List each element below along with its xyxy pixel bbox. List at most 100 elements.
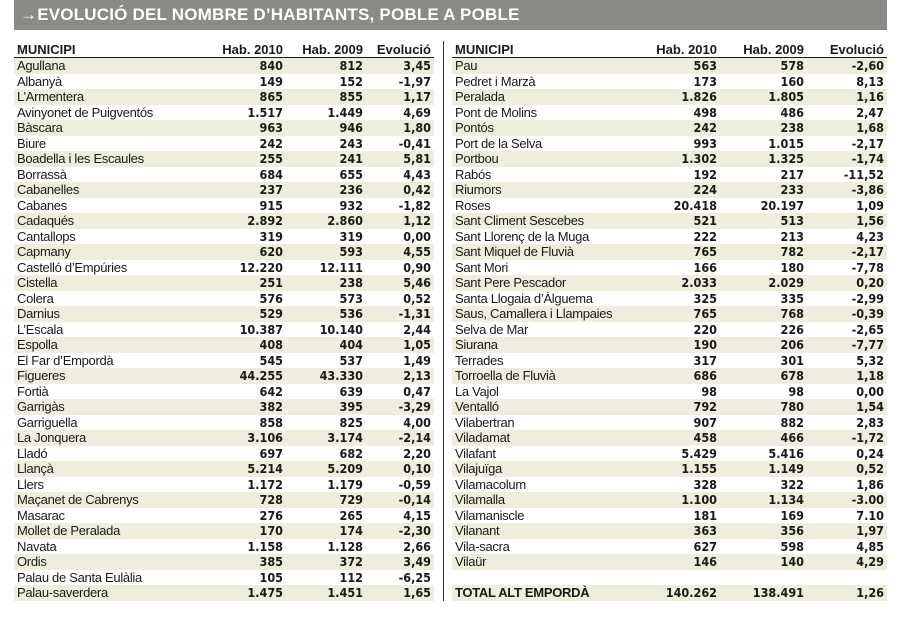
cell-municipi: Saus, Camallera i Llampaies	[452, 306, 642, 322]
cell-evolucio: 0,47	[403, 383, 431, 399]
table-row: Lladó 697 682 2,20	[14, 446, 434, 462]
cell-hab2009: 678	[720, 368, 807, 384]
cell-evolucio: 1,97	[807, 523, 887, 539]
cell-hab2009: 174	[286, 523, 366, 539]
table-row: Pau 563 578 -2,60	[452, 57, 887, 74]
cell-municipi: Castelló d’Empúries	[17, 259, 127, 275]
cell-hab2009: 160	[780, 73, 804, 89]
total-label: TOTAL ALT EMPORDÀ	[452, 585, 642, 601]
cell-hab2010: 1.826	[642, 89, 720, 105]
cell-hab2009: 932	[339, 197, 363, 213]
cell-hab2010: 328	[693, 476, 717, 492]
cell-hab2010: 325	[693, 290, 717, 306]
cell-hab2010: 149	[259, 73, 283, 89]
cell-hab2009: 486	[780, 104, 804, 120]
table-row: Cantallops 319 319 0,00	[14, 229, 434, 245]
cell-municipi: Llers	[17, 476, 44, 492]
cell-municipi: Cantallops	[17, 228, 76, 244]
cell-municipi: Port de la Selva	[455, 135, 542, 151]
cell-hab2010: 255	[210, 151, 286, 167]
table-row: Peralada 1.826 1.805 1,16	[452, 89, 887, 105]
cell-hab2009: 536	[286, 306, 366, 322]
cell-hab2009: 782	[720, 244, 807, 260]
cell-hab2010: 181	[693, 507, 717, 523]
cell-municipi: Ordis	[14, 554, 210, 570]
page-title: →EVOLUCIÓ DEL NOMBRE D’HABITANTS, POBLE …	[20, 5, 520, 24]
cell-hab2009: 1.325	[720, 151, 807, 167]
cell-hab2009: 513	[720, 213, 807, 229]
cell-hab2009: 43.330	[286, 368, 366, 384]
table-row: Agullana 840 812 3,45	[14, 57, 434, 74]
cell-hab2010: 642	[259, 383, 283, 399]
table-row: Sant Miquel de Fluvià 765 782 -2,17	[452, 244, 887, 260]
cell-municipi: Boadella i les Escaules	[14, 151, 210, 167]
cell-hab2009: 593	[286, 244, 366, 260]
cell-evolucio: -0,41	[398, 135, 431, 151]
cell-hab2009: 180	[780, 259, 804, 275]
cell-hab2009: 169	[780, 507, 804, 523]
table-row: Saus, Camallera i Llampaies 765 768 -0,39	[452, 306, 887, 322]
cell-municipi: Vila-sacra	[455, 538, 510, 554]
cell-municipi: Vilamaniscle	[455, 507, 525, 523]
cell-evolucio: 4,85	[856, 538, 884, 554]
table-row: Santa Llogaia d’Àlguema 325 335 -2,99	[452, 291, 887, 307]
cell-evolucio: 1,16	[807, 89, 887, 105]
table-row: Sant Pere Pescador 2.033 2.029 0,20	[452, 275, 887, 291]
cell-evolucio: -2,30	[366, 523, 434, 539]
table-row: Mollet de Peralada 170 174 -2,30	[14, 523, 434, 539]
cell-hab2009: 226	[780, 321, 804, 337]
column-divider	[443, 41, 444, 601]
table-row: Port de la Selva 993 1.015 -2,17	[452, 136, 887, 152]
cell-hab2010: 2.033	[642, 275, 720, 291]
cell-hab2009: 5.416	[768, 445, 804, 461]
cell-hab2010: 276	[259, 507, 283, 523]
cell-evolucio: 5,81	[366, 151, 434, 167]
cell-hab2009: 206	[720, 337, 807, 353]
cell-hab2010: 173	[693, 73, 717, 89]
cell-hab2009: 1.179	[327, 476, 363, 492]
cell-municipi: Colera	[17, 290, 54, 306]
table-row: Portbou 1.302 1.325 -1,74	[452, 151, 887, 167]
table-body-right: Pau 563 578 -2,60 Pedret i Marzà 173 160 8,13 Pe…	[452, 57, 887, 601]
cell-evolucio: 1,65	[366, 585, 434, 601]
cell-hab2010: 765	[642, 306, 720, 322]
cell-evolucio: 1,56	[807, 213, 887, 229]
table-row: Vilajuïga 1.155 1.149 0,52	[452, 461, 887, 477]
table-row: Sant Climent Sescebes 521 513 1,56	[452, 213, 887, 229]
cell-municipi: Cistella	[14, 275, 210, 291]
cell-evolucio: -1,82	[398, 197, 431, 213]
cell-municipi: Masarac	[17, 507, 65, 523]
table-row: Pedret i Marzà 173 160 8,13	[452, 74, 887, 90]
cell-hab2010: 10.387	[239, 321, 283, 337]
cell-hab2009: 404	[286, 337, 366, 353]
cell-municipi: Sant Miquel de Fluvià	[452, 244, 642, 260]
cell-hab2010: 1.475	[210, 585, 286, 601]
cell-hab2009: 2.860	[286, 213, 366, 229]
cell-evolucio: -6,25	[398, 569, 431, 585]
cell-hab2009: 1.128	[327, 538, 363, 554]
cell-evolucio: 2,44	[403, 321, 431, 337]
cell-municipi: Selva de Mar	[455, 321, 528, 337]
cell-municipi: Avinyonet de Puigventós	[17, 104, 153, 120]
cell-hab2009: 655	[339, 166, 363, 182]
header-municipi: MUNICIPI	[452, 35, 642, 58]
cell-hab2010: 865	[210, 89, 286, 105]
cell-evolucio: 2,83	[856, 414, 884, 430]
cell-municipi: Palau de Santa Eulàlia	[17, 569, 142, 585]
cell-evolucio: 1,54	[807, 399, 887, 415]
cell-hab2010: 170	[210, 523, 286, 539]
cell-hab2010: 146	[642, 554, 720, 570]
cell-evolucio: 1,86	[856, 476, 884, 492]
cell-hab2009: 3.174	[286, 430, 366, 446]
cell-municipi: L’Escala	[17, 321, 64, 337]
cell-municipi: Agullana	[14, 57, 210, 74]
table-row: Vilaür 146 140 4,29	[452, 554, 887, 570]
cell-hab2009: 98	[788, 383, 804, 399]
cell-municipi: Palau-saverdera	[14, 585, 210, 601]
table-row: Vilamacolum 328 322 1,86	[452, 477, 887, 493]
cell-municipi: Vilabertran	[455, 414, 515, 430]
table-row: Avinyonet de Puigventós 1.517 1.449 4,69	[14, 105, 434, 121]
total-hab2009: 138.491	[720, 585, 807, 601]
total-row: TOTAL ALT EMPORDÀ 140.262 138.491 1,26	[452, 585, 887, 601]
table-row: Colera 576 573 0,52	[14, 291, 434, 307]
